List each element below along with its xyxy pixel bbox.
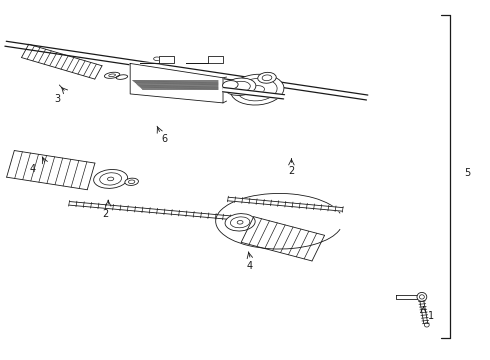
- Ellipse shape: [224, 78, 256, 95]
- Text: 2: 2: [288, 166, 294, 176]
- Ellipse shape: [94, 170, 127, 188]
- Ellipse shape: [258, 72, 276, 83]
- Ellipse shape: [230, 217, 250, 228]
- Ellipse shape: [125, 178, 139, 185]
- Ellipse shape: [225, 213, 255, 231]
- Text: 1: 1: [428, 311, 434, 321]
- Text: 2: 2: [102, 209, 109, 219]
- Text: 3: 3: [54, 94, 60, 104]
- Polygon shape: [5, 41, 368, 100]
- Polygon shape: [186, 56, 223, 63]
- Polygon shape: [222, 87, 285, 99]
- Ellipse shape: [128, 180, 135, 184]
- Ellipse shape: [417, 292, 427, 301]
- Polygon shape: [227, 197, 343, 211]
- Ellipse shape: [230, 81, 250, 92]
- Polygon shape: [130, 63, 223, 103]
- Ellipse shape: [222, 81, 238, 89]
- Text: 4: 4: [29, 164, 35, 174]
- Text: 5: 5: [464, 168, 470, 178]
- Ellipse shape: [237, 78, 277, 101]
- Text: 4: 4: [247, 261, 253, 271]
- Ellipse shape: [99, 173, 122, 185]
- Text: 6: 6: [161, 134, 168, 144]
- Polygon shape: [396, 295, 418, 300]
- Polygon shape: [69, 202, 231, 220]
- Ellipse shape: [262, 75, 272, 81]
- Ellipse shape: [233, 216, 243, 222]
- Ellipse shape: [230, 74, 284, 105]
- Polygon shape: [140, 56, 174, 63]
- Polygon shape: [420, 301, 428, 324]
